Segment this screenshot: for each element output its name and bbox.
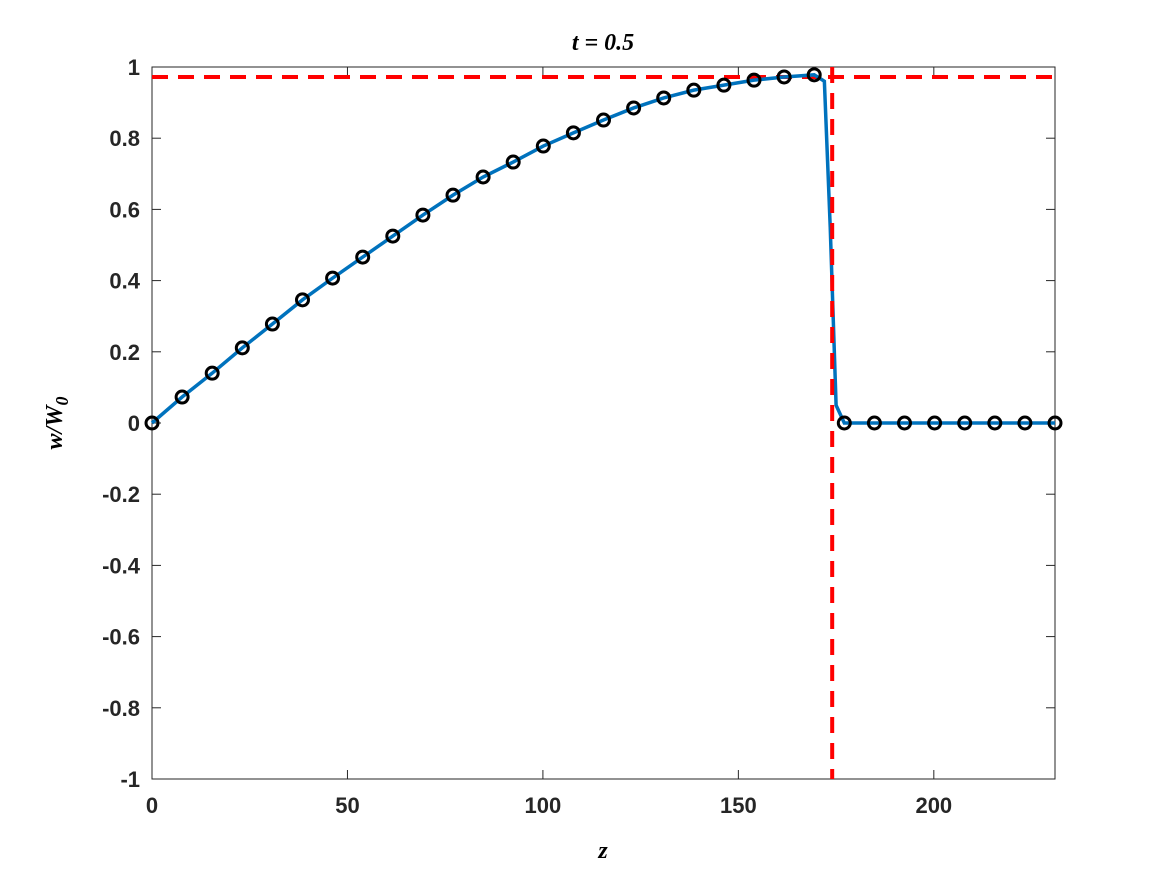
data-marker	[836, 415, 852, 431]
data-marker	[325, 270, 341, 286]
y-tick-label: 0.8	[109, 126, 140, 151]
y-tick-label: -0.6	[102, 625, 140, 650]
data-line	[150, 73, 1055, 425]
x-tick-label: 50	[335, 793, 359, 818]
data-marker	[626, 100, 642, 116]
chart-title: t = 0.5	[572, 30, 634, 56]
data-marker	[565, 125, 581, 141]
data-marker	[535, 138, 551, 154]
x-tick-label: 150	[720, 793, 757, 818]
data-marker	[866, 415, 882, 431]
data-marker	[987, 415, 1003, 431]
data-marker	[1047, 415, 1063, 431]
y-tick-label: 1	[128, 55, 140, 80]
data-marker	[475, 169, 491, 185]
data-marker	[656, 90, 672, 106]
y-tick-label: 0.2	[109, 340, 140, 365]
y-tick-label: -0.8	[102, 696, 140, 721]
data-marker	[716, 77, 732, 93]
y-axis-label-sub: 0	[52, 396, 72, 405]
data-marker	[264, 316, 280, 332]
data-marker	[806, 67, 822, 83]
data-marker	[204, 365, 220, 381]
y-tick-label: -1	[120, 767, 140, 792]
y-tick-label: 0	[128, 411, 140, 436]
data-marker	[927, 415, 943, 431]
data-marker	[234, 340, 250, 356]
x-tick-label: 200	[915, 793, 952, 818]
y-tick-label: -0.4	[102, 553, 141, 578]
y-tick-label: -0.2	[102, 482, 140, 507]
x-axis-label: z	[597, 838, 608, 864]
data-marker	[776, 69, 792, 85]
y-tick-label: 0.4	[109, 269, 140, 294]
y-tick-label: 0.6	[109, 197, 140, 222]
data-marker	[295, 292, 310, 308]
data-marker	[897, 415, 912, 431]
data-marker	[445, 187, 461, 203]
data-marker	[596, 112, 611, 128]
data-marker	[174, 389, 190, 405]
data-marker	[144, 415, 160, 431]
data-marker	[686, 82, 702, 98]
data-marker	[505, 154, 521, 170]
data-marker	[1017, 415, 1033, 431]
data-marker	[355, 249, 371, 265]
data-marker	[415, 207, 431, 223]
data-marker	[385, 228, 401, 244]
y-axis-label: w/W0	[42, 396, 72, 449]
data-marker	[957, 415, 973, 431]
x-tick-label: 100	[525, 793, 562, 818]
x-tick-label: 0	[146, 793, 158, 818]
data-marker	[746, 72, 762, 88]
y-axis-label-main: w/W	[42, 404, 68, 450]
